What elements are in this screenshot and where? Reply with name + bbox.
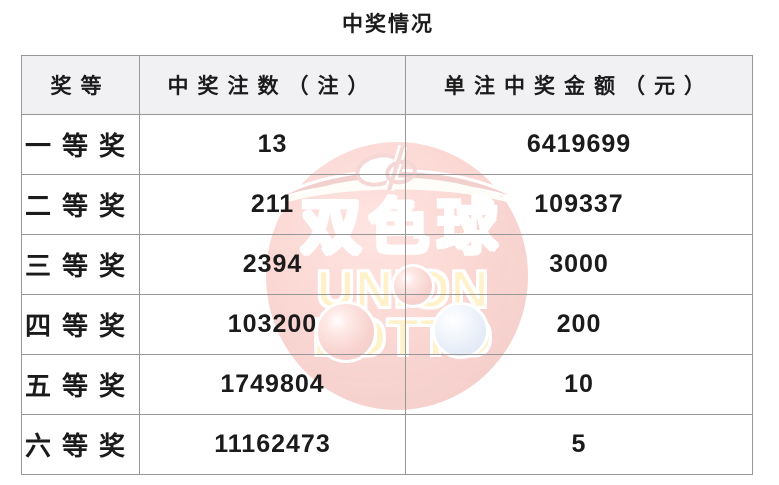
col-header-prize-amount: 单注中奖金额（元） (405, 55, 753, 115)
page-title: 中奖情况 (342, 13, 434, 36)
table-header-row: 奖等 中奖注数（注） 单注中奖金额（元） (21, 55, 753, 115)
prize-level-cell: 五等奖 (21, 354, 140, 415)
winning-bets-cell: 13 (139, 114, 406, 175)
prize-amount-cell: 10 (405, 354, 753, 415)
winning-bets-cell: 103200 (139, 294, 406, 355)
prize-amount-cell: 200 (405, 294, 753, 355)
table-row: 一等奖 13 6419699 (21, 114, 753, 175)
prize-level-cell: 二等奖 (21, 174, 140, 235)
prize-level-cell: 一等奖 (21, 114, 140, 175)
winning-bets-cell: 1749804 (139, 354, 406, 415)
prize-amount-cell: 109337 (405, 174, 753, 235)
winning-bets-cell: 2394 (139, 234, 406, 295)
table-row: 三等奖 2394 3000 (21, 234, 753, 295)
table-row: 五等奖 1749804 10 (21, 354, 753, 415)
prize-level-cell: 四等奖 (21, 294, 140, 355)
winning-bets-cell: 11162473 (139, 414, 406, 475)
prize-level-cell: 六等奖 (21, 414, 140, 475)
table-row: 二等奖 211 109337 (21, 174, 753, 235)
col-header-prize-level: 奖等 (21, 55, 140, 115)
prize-table: 奖等 中奖注数（注） 单注中奖金额（元） 一等奖 13 6419699 二等奖 … (21, 55, 753, 475)
prize-amount-cell: 6419699 (405, 114, 753, 175)
winning-bets-cell: 211 (139, 174, 406, 235)
table-row: 六等奖 11162473 5 (21, 414, 753, 475)
prize-amount-cell: 5 (405, 414, 753, 475)
prize-level-cell: 三等奖 (21, 234, 140, 295)
prize-amount-cell: 3000 (405, 234, 753, 295)
table-row: 四等奖 103200 200 (21, 294, 753, 355)
col-header-winning-bets: 中奖注数（注） (139, 55, 406, 115)
